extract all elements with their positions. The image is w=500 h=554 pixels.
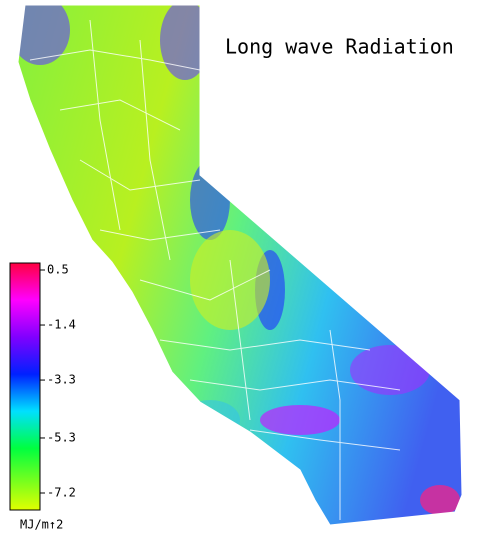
colorbar-tick-label: -7.2 (47, 486, 76, 500)
colorbar-tick-label: -1.4 (47, 318, 76, 332)
map-title: Long wave Radiation (225, 35, 454, 59)
state-border (17, 4, 463, 526)
colorbar-tick-label: 0.5 (47, 263, 69, 277)
colorbar (9, 262, 41, 511)
colorbar-tick-label: -3.3 (47, 373, 76, 387)
colorbar-unit: MJ/m↑2 (20, 518, 63, 532)
colorbar-tick-label: -5.3 (47, 430, 76, 444)
